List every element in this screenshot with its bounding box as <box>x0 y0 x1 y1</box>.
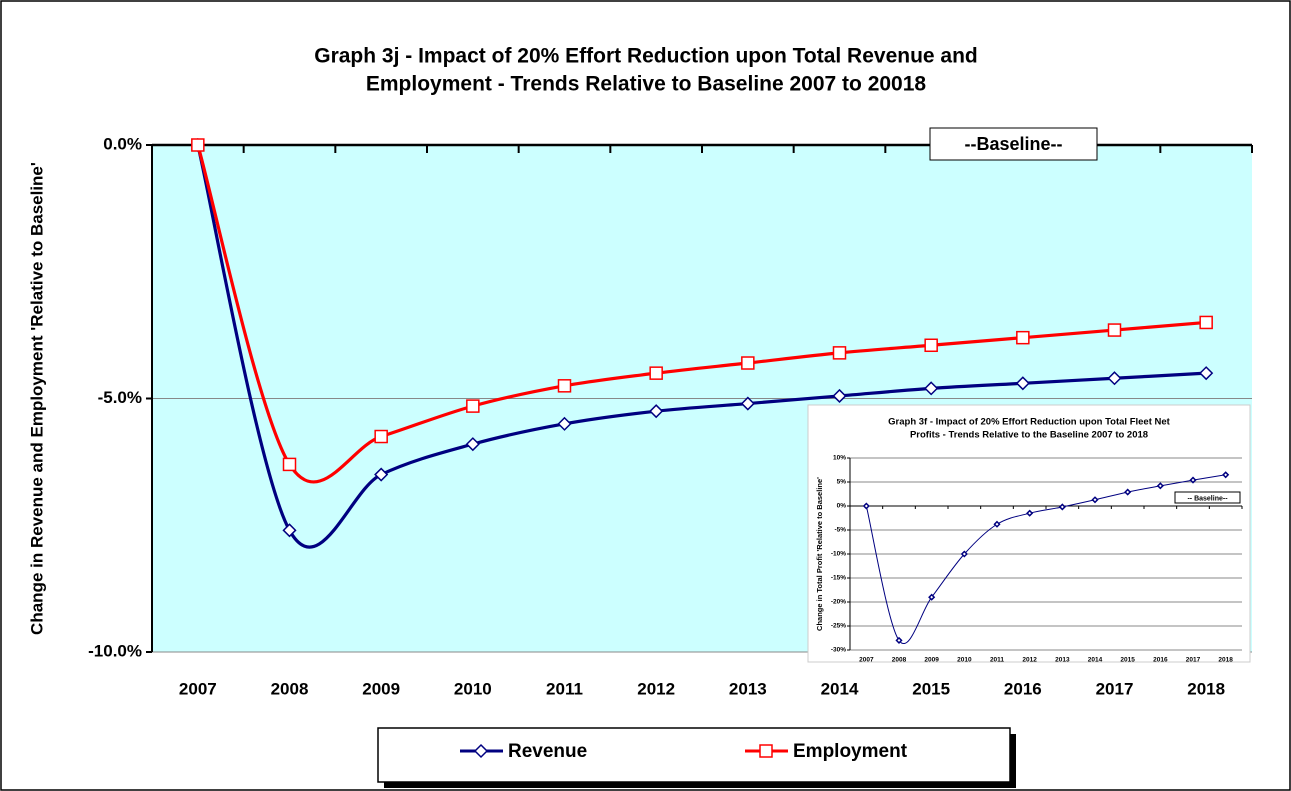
x-tick-label: 2013 <box>1055 657 1070 664</box>
x-tick-label: 2014 <box>1088 657 1103 664</box>
data-point <box>374 429 388 444</box>
y-tick-label: -25% <box>831 623 846 630</box>
data-point <box>924 381 939 396</box>
data-point <box>1222 471 1230 479</box>
x-tick-label: 2007 <box>859 657 874 664</box>
x-tick-label: 2012 <box>1022 657 1037 664</box>
data-point <box>862 502 870 510</box>
x-tick-label: 2016 <box>1004 679 1042 698</box>
legend-label: Revenue <box>508 741 587 762</box>
x-tick-label: 2009 <box>924 657 939 664</box>
data-point <box>895 636 903 644</box>
data-point <box>1058 503 1066 511</box>
y-tick-label: 0.0% <box>103 134 142 153</box>
annotation-box <box>929 127 1098 161</box>
chart-title: Profits - Trends Relative to the Baselin… <box>910 430 1148 441</box>
data-point <box>465 437 480 452</box>
y-tick-label: 5% <box>837 479 847 486</box>
y-tick-label: -15% <box>831 575 846 582</box>
x-tick-label: 2018 <box>1218 657 1233 664</box>
y-tick-label: 0% <box>837 503 847 510</box>
x-tick-label: 2012 <box>637 679 675 698</box>
data-point <box>1016 330 1030 345</box>
data-point <box>832 346 847 360</box>
data-point <box>557 379 572 393</box>
data-point <box>1156 482 1164 490</box>
data-point <box>1199 366 1214 381</box>
y-tick-label: -10.0% <box>88 641 142 660</box>
data-point <box>1026 509 1034 517</box>
data-point <box>993 520 1001 528</box>
data-point <box>1189 476 1197 484</box>
y-tick-label: -20% <box>831 599 846 606</box>
data-point <box>466 399 480 413</box>
data-point <box>832 388 847 404</box>
data-point <box>960 550 968 558</box>
x-tick-label: 2015 <box>1120 657 1135 664</box>
chart-title: Employment - Trends Relative to Baseline… <box>366 73 927 96</box>
x-tick-label: 2017 <box>1096 679 1134 698</box>
x-tick-label: 2014 <box>821 679 859 698</box>
x-tick-label: 2008 <box>892 657 907 664</box>
x-tick-label: 2009 <box>362 679 400 698</box>
legend-box <box>377 727 1011 783</box>
data-point <box>282 523 297 538</box>
legend-label: Employment <box>793 741 908 762</box>
legend-marker <box>759 744 773 758</box>
y-tick-label: -5% <box>834 527 846 534</box>
data-point <box>649 404 664 419</box>
x-tick-label: 2018 <box>1187 679 1225 698</box>
data-point <box>1107 323 1122 337</box>
x-tick-label: 2013 <box>729 679 767 698</box>
data-point <box>928 593 936 601</box>
annotation: -- Baseline-- <box>1187 495 1228 502</box>
x-tick-label: 2010 <box>957 657 972 664</box>
chart-title: Graph 3f - Impact of 20% Effort Reductio… <box>888 417 1171 428</box>
x-tick-label: 2015 <box>912 679 950 698</box>
y-axis-label: Change in Total Profit 'Relative to Base… <box>815 477 824 631</box>
y-tick-label: -10% <box>831 551 846 558</box>
x-tick-label: 2011 <box>990 657 1004 664</box>
x-tick-label: 2016 <box>1153 657 1168 664</box>
annotation-box <box>1174 491 1241 504</box>
x-tick-label: 2008 <box>271 679 309 698</box>
data-point <box>649 366 663 380</box>
data-point <box>1124 488 1132 496</box>
x-tick-label: 2017 <box>1186 657 1201 664</box>
data-point <box>741 356 755 370</box>
y-tick-label: -30% <box>831 647 846 654</box>
data-point <box>1199 315 1213 330</box>
data-point <box>374 467 389 482</box>
y-tick-label: -5.0% <box>98 388 142 407</box>
data-point <box>1107 371 1122 386</box>
annotation: --Baseline-- <box>964 134 1062 154</box>
data-point <box>1091 496 1099 504</box>
data-point <box>1015 376 1030 391</box>
chart-title: Graph 3j - Impact of 20% Effort Reductio… <box>314 45 978 68</box>
x-tick-label: 2011 <box>546 679 583 698</box>
data-point <box>740 396 755 411</box>
data-point <box>924 338 938 353</box>
y-tick-label: 10% <box>833 455 846 462</box>
x-tick-label: 2007 <box>179 679 217 698</box>
legend-marker <box>473 743 489 759</box>
data-point <box>557 416 572 431</box>
data-point <box>282 457 297 472</box>
data-point <box>191 138 205 152</box>
x-tick-label: 2010 <box>454 679 492 698</box>
y-axis-label: Change in Revenue and Employment 'Relati… <box>27 162 46 635</box>
